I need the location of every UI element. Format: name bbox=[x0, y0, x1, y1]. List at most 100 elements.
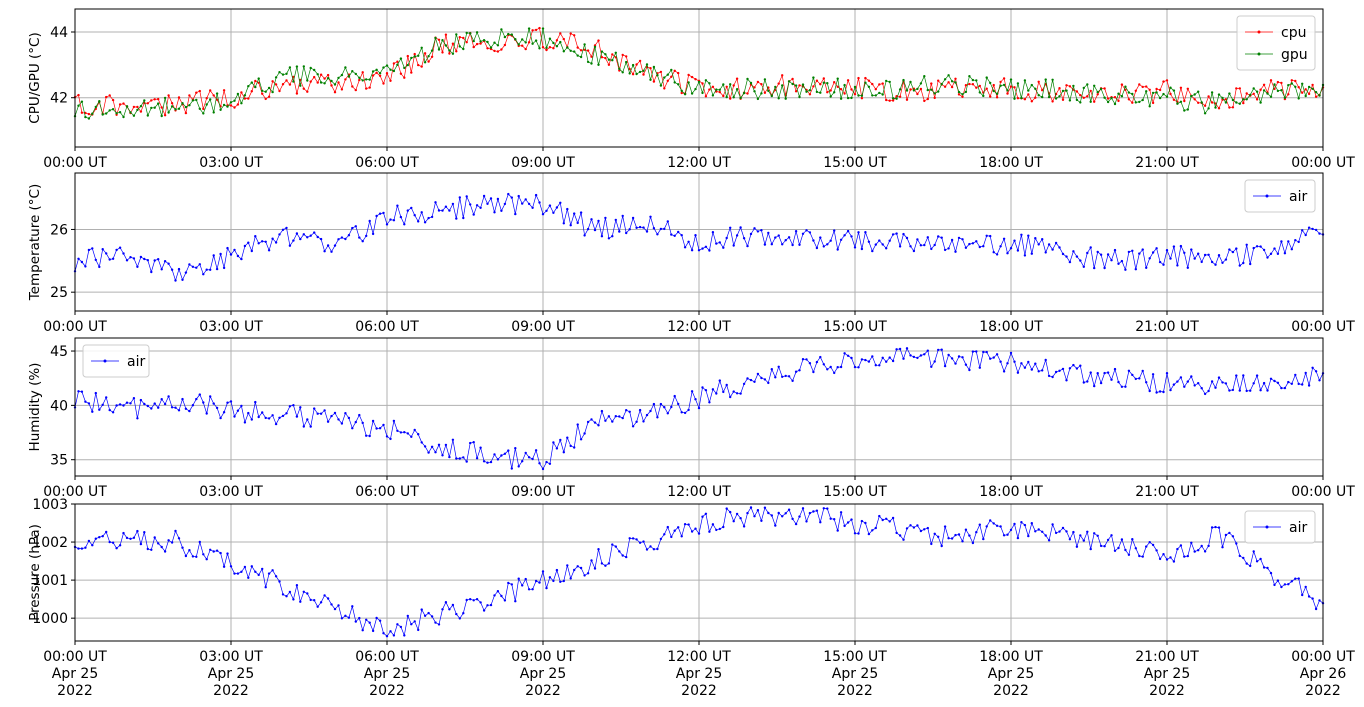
data-point bbox=[545, 586, 548, 590]
data-point bbox=[313, 75, 316, 79]
data-point bbox=[413, 428, 416, 432]
data-point bbox=[583, 432, 586, 435]
data-point bbox=[316, 605, 319, 608]
data-point bbox=[295, 92, 299, 95]
data-point bbox=[444, 601, 448, 604]
data-point bbox=[1006, 362, 1009, 365]
data-point bbox=[139, 255, 143, 259]
data-point bbox=[1016, 536, 1020, 540]
data-point bbox=[666, 73, 669, 76]
data-point bbox=[209, 548, 212, 551]
data-point bbox=[989, 357, 992, 360]
data-point bbox=[215, 267, 219, 271]
x-tick-label: 03:00 UT bbox=[199, 484, 263, 500]
data-point bbox=[1148, 88, 1151, 92]
data-point bbox=[444, 205, 448, 208]
data-point bbox=[781, 243, 784, 246]
data-point bbox=[306, 418, 309, 421]
data-point bbox=[77, 257, 80, 260]
data-point bbox=[1037, 528, 1040, 531]
data-point bbox=[1124, 548, 1127, 552]
data-point bbox=[621, 53, 624, 57]
x-tick-date: Apr 25 bbox=[1144, 666, 1190, 682]
data-point bbox=[1165, 249, 1169, 252]
data-point bbox=[482, 194, 486, 198]
data-point bbox=[573, 212, 576, 215]
y-tick-label: 25 bbox=[50, 285, 68, 301]
data-point bbox=[926, 526, 929, 530]
data-point bbox=[822, 363, 825, 366]
data-point bbox=[1034, 96, 1037, 99]
data-point bbox=[885, 360, 888, 363]
data-point bbox=[98, 536, 101, 539]
x-tick-label: 00:00 UT bbox=[43, 484, 107, 500]
data-point bbox=[642, 69, 645, 73]
data-point bbox=[385, 435, 389, 438]
data-point bbox=[947, 353, 950, 357]
data-point bbox=[607, 63, 611, 66]
data-point bbox=[902, 538, 905, 541]
data-point bbox=[722, 94, 725, 98]
data-point bbox=[240, 570, 243, 573]
data-point bbox=[1262, 248, 1266, 252]
data-point bbox=[1034, 237, 1037, 240]
data-point bbox=[663, 406, 666, 409]
data-point bbox=[718, 241, 721, 244]
data-point bbox=[829, 365, 832, 369]
data-point bbox=[784, 512, 787, 515]
data-point bbox=[971, 541, 975, 545]
data-point bbox=[1037, 370, 1040, 373]
data-point bbox=[625, 60, 628, 64]
series-air bbox=[73, 192, 1325, 282]
data-point bbox=[739, 517, 742, 520]
data-point bbox=[1280, 240, 1283, 243]
data-point bbox=[399, 625, 403, 629]
data-point bbox=[916, 87, 919, 91]
legend-label: cpu bbox=[1281, 25, 1306, 41]
data-point bbox=[559, 32, 562, 35]
data-point bbox=[1113, 96, 1117, 99]
data-point bbox=[202, 107, 205, 111]
data-point bbox=[912, 355, 916, 359]
data-point bbox=[441, 608, 444, 611]
data-point bbox=[257, 573, 260, 577]
data-point bbox=[527, 202, 531, 206]
data-point bbox=[87, 402, 91, 405]
data-point bbox=[604, 419, 607, 422]
data-point bbox=[458, 617, 461, 620]
data-point bbox=[815, 246, 819, 250]
data-point bbox=[215, 406, 219, 410]
data-point bbox=[777, 234, 780, 237]
data-point bbox=[722, 525, 725, 529]
data-point bbox=[746, 511, 749, 515]
data-point bbox=[1318, 599, 1321, 602]
data-point bbox=[406, 432, 409, 435]
data-point bbox=[1041, 89, 1044, 92]
data-point bbox=[1252, 246, 1255, 250]
data-point bbox=[91, 247, 94, 250]
data-point bbox=[365, 87, 368, 90]
data-point bbox=[874, 94, 877, 97]
data-point bbox=[111, 411, 115, 414]
data-point bbox=[250, 418, 253, 421]
data-point bbox=[1093, 266, 1096, 270]
data-point bbox=[947, 247, 950, 250]
data-point bbox=[1238, 264, 1242, 267]
data-point bbox=[933, 96, 936, 100]
data-point bbox=[333, 244, 337, 247]
data-point bbox=[1110, 259, 1113, 262]
data-point bbox=[413, 620, 416, 623]
data-point bbox=[475, 598, 479, 601]
data-point bbox=[375, 214, 378, 218]
data-point bbox=[923, 99, 926, 103]
data-point bbox=[396, 63, 399, 66]
data-point bbox=[777, 511, 780, 515]
data-point bbox=[885, 517, 888, 520]
x-tick-label: 18:00 UT bbox=[979, 155, 1043, 171]
data-point bbox=[566, 564, 569, 567]
data-point bbox=[957, 355, 961, 358]
data-point bbox=[1061, 98, 1065, 102]
data-point bbox=[118, 544, 122, 547]
data-point bbox=[635, 538, 638, 541]
data-point bbox=[413, 55, 416, 58]
